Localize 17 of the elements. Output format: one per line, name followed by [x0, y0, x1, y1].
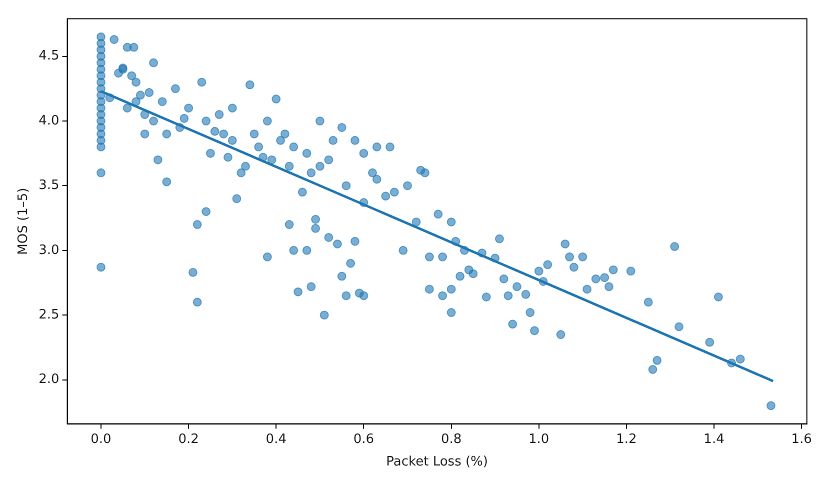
- y-tick-label: 2.0: [38, 372, 60, 388]
- x-axis-title: Packet Loss (%): [386, 454, 488, 470]
- x-tick-label: 0.8: [440, 432, 462, 447]
- x-tick-label: 1.0: [528, 432, 550, 447]
- x-tick-label: 0.6: [353, 432, 374, 447]
- y-tick-label: 2.5: [38, 307, 60, 322]
- y-axis-title: MOS (1–5): [16, 188, 32, 255]
- y-tick-label: 3.0: [38, 242, 60, 258]
- x-tick-label: 1.2: [616, 432, 637, 447]
- x-tick-label: 1.6: [791, 432, 812, 447]
- x-tick-label: 1.4: [704, 432, 724, 447]
- x-tick-label: 0.0: [90, 432, 112, 447]
- x-tick-label: 0.2: [178, 432, 199, 447]
- y-tick-label: 4.5: [38, 48, 60, 64]
- y-tick-label: 4.0: [38, 113, 60, 128]
- x-tick-label: 0.4: [266, 432, 286, 447]
- y-tick-label: 3.5: [38, 178, 60, 194]
